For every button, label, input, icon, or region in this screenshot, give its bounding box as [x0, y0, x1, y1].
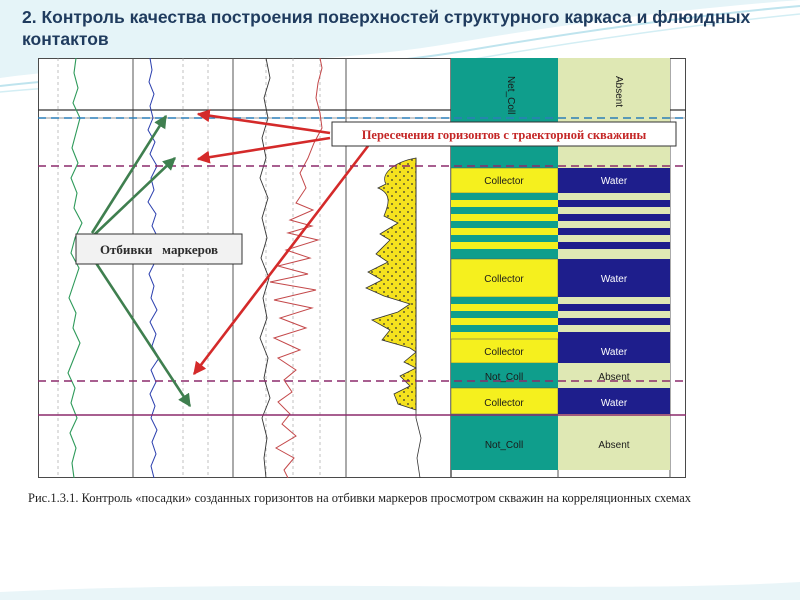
bottom-accent-stripe: [0, 582, 800, 600]
well-correlation-figure: Net_Coll Absent: [38, 58, 686, 478]
horizon-lines: [38, 117, 686, 416]
callout-markers-text: Отбивки маркеров: [100, 242, 218, 257]
green-log-curve: [67, 58, 83, 478]
lithology-label-left-2: Collector: [484, 274, 524, 285]
sp-log-fill: [365, 157, 417, 411]
absent-header-label: Absent: [613, 76, 624, 107]
figure-caption: Рис.1.3.1. Контроль «посадки» созданных …: [28, 491, 692, 505]
lithology-label-right-4: Absent: [598, 372, 629, 383]
red-log-curve: [269, 58, 323, 478]
lithology-label-left-4: Not_Coll: [485, 372, 523, 383]
marker-arrows: [90, 114, 192, 408]
lithology-column-right: [558, 158, 670, 470]
slide-title: 2. Контроль качества построения поверхно…: [22, 7, 751, 49]
lithology-labels: Collector Water Collector Water Collecto…: [484, 176, 630, 451]
net-coll-header-label: Net_Coll: [505, 76, 516, 114]
lithology-column-left: [450, 158, 559, 470]
lithology-label-left-3: Collector: [484, 347, 524, 358]
lithology-label-right-5: Water: [601, 398, 628, 409]
lithology-label-right-1: Water: [601, 176, 628, 187]
callout-intersections: Пересечения горизонтов с траекторной скв…: [331, 121, 677, 147]
black-log-curve: [259, 58, 271, 478]
intersection-arrows: [192, 109, 370, 376]
lithology-label-right-2: Water: [601, 274, 628, 285]
lithology-label-left-1: Collector: [484, 176, 524, 187]
sp-log-baseline: [415, 158, 422, 478]
callout-intersections-text: Пересечения горизонтов с траекторной скв…: [362, 128, 647, 142]
lithology-label-left-6: Not_Coll: [485, 440, 523, 451]
lithology-label-right-6: Absent: [598, 440, 629, 451]
lithology-label-right-3: Water: [601, 347, 628, 358]
callout-markers: Отбивки маркеров: [75, 233, 243, 265]
lithology-label-left-5: Collector: [484, 398, 524, 409]
blue-log-curve: [147, 58, 160, 478]
